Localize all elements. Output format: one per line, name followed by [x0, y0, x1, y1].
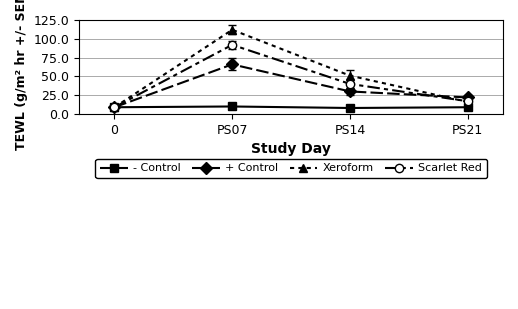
Y-axis label: TEWL (g/m² hr +/- SEM): TEWL (g/m² hr +/- SEM) [15, 0, 28, 150]
Legend: - Control, + Control, Xeroform, Scarlet Red: - Control, + Control, Xeroform, Scarlet … [95, 159, 487, 178]
X-axis label: Study Day: Study Day [251, 142, 331, 156]
